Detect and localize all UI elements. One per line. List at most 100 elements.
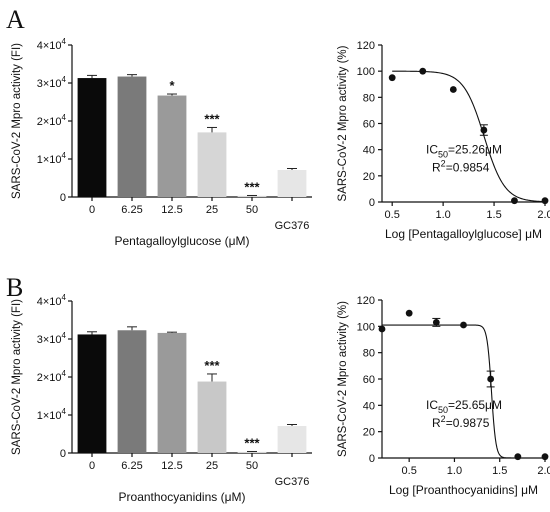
ic50-annotation: IC50=25.65μM — [426, 398, 502, 415]
y-tick-label: 20 — [363, 171, 375, 183]
ic50-label: IC — [426, 142, 438, 156]
y-tick-base: 0 — [60, 192, 66, 204]
bar — [277, 426, 307, 453]
significance-label: *** — [244, 435, 260, 450]
significance-label: *** — [204, 111, 220, 126]
bar — [117, 330, 147, 453]
panel-letter-b: B — [6, 273, 23, 302]
y-tick-exponent: 4 — [62, 369, 67, 378]
y-tick-base: 3×10 — [37, 78, 62, 90]
y-tick-exponent: 4 — [62, 407, 67, 416]
bar — [237, 195, 267, 197]
y-tick-label: 2×104 — [37, 369, 67, 384]
ic50-annotation: IC50=25.26μM — [426, 142, 502, 159]
bar — [237, 451, 267, 453]
bar — [197, 381, 227, 453]
significance-label: *** — [204, 358, 220, 373]
y-tick-label: 80 — [363, 348, 375, 360]
y-axis-title: SARS-CoV-2 Mpro activity (%) — [337, 301, 349, 457]
bar — [277, 170, 307, 197]
y-tick-label: 1×104 — [37, 407, 67, 422]
y-tick-label: 3×104 — [37, 331, 67, 346]
x-tick-label: GC376 — [275, 220, 310, 232]
y-tick-exponent: 4 — [62, 37, 67, 46]
y-tick-label: 20 — [363, 427, 375, 439]
x-tick-label: 0.5 — [385, 209, 400, 221]
data-point — [460, 321, 467, 329]
x-axis-title: Proanthocyanidins (μM) — [119, 490, 246, 504]
data-point — [432, 318, 440, 326]
y-tick-label: 0 — [60, 448, 66, 460]
x-tick-label: 0 — [89, 460, 95, 472]
y-tick-exponent: 4 — [62, 151, 67, 160]
y-tick-label: 40 — [363, 145, 375, 157]
x-tick-label: 6.25 — [121, 460, 142, 472]
panel-letter-a: A — [6, 5, 25, 34]
y-tick-exponent: 4 — [62, 293, 67, 302]
bar — [117, 76, 147, 197]
y-tick-base: 3×10 — [37, 334, 62, 346]
ic50-value: =25.26μM — [448, 142, 502, 156]
x-tick-label: 50 — [246, 204, 258, 216]
y-tick-label: 0 — [60, 192, 66, 204]
y-tick-base: 1×10 — [37, 154, 62, 166]
data-point — [541, 453, 549, 461]
r2-value: =0.9854 — [446, 160, 490, 174]
data-point — [514, 453, 522, 461]
bar — [157, 332, 187, 453]
y-tick-base: 4×10 — [37, 40, 62, 52]
r2-label: R — [432, 416, 441, 430]
fit-curve — [392, 70, 546, 203]
y-tick-exponent: 4 — [62, 113, 67, 122]
y-tick-label: 0 — [369, 197, 375, 209]
ic50-subscript: 50 — [438, 405, 448, 415]
y-tick-label: 120 — [357, 40, 375, 52]
y-tick-label: 4×104 — [37, 37, 67, 52]
data-point — [405, 309, 413, 317]
x-axis-title: Pentagalloylglucose (μM) — [115, 234, 250, 248]
x-tick-label: 1.0 — [435, 209, 450, 221]
bar — [77, 78, 107, 197]
y-tick-label: 100 — [357, 321, 375, 333]
y-tick-label: 2×104 — [37, 113, 67, 128]
fit-curve — [382, 324, 545, 459]
ic50-subscript: 50 — [438, 149, 448, 159]
data-point — [487, 375, 495, 383]
r2-label: R — [432, 160, 441, 174]
bar — [77, 334, 107, 453]
x-tick-label: 12.5 — [161, 204, 182, 216]
y-axis-title: SARS-CoV-2 Mpro activity (FI) — [11, 299, 23, 455]
x-tick-label: 50 — [246, 460, 258, 472]
data-point — [541, 197, 549, 205]
x-tick-label: 2.0 — [537, 465, 550, 477]
y-tick-base: 4×10 — [37, 296, 62, 308]
y-tick-exponent: 4 — [62, 331, 67, 340]
x-tick-label: 0.5 — [402, 465, 417, 477]
data-point — [511, 197, 518, 205]
r2-value: =0.9875 — [446, 416, 490, 430]
x-tick-label: 2.0 — [537, 209, 550, 221]
x-axis-title: Log [Proanthocyanidins] μM — [389, 483, 538, 497]
y-tick-label: 40 — [363, 400, 375, 412]
y-tick-base: 0 — [60, 448, 66, 460]
y-tick-label: 3×104 — [37, 75, 67, 90]
x-axis-title: Log [Pentagalloylglucose] μM — [385, 227, 542, 241]
x-tick-label: 1.0 — [447, 465, 462, 477]
significance-label: * — [169, 78, 175, 93]
x-tick-label: 25 — [206, 204, 218, 216]
bar — [157, 95, 187, 197]
significance-label: *** — [244, 179, 260, 194]
x-tick-label: GC376 — [275, 476, 310, 488]
data-point — [449, 86, 457, 93]
r2-annotation: R2=0.9875 — [432, 414, 490, 430]
data-point — [388, 74, 396, 82]
y-tick-label: 0 — [369, 453, 375, 465]
data-point — [480, 126, 488, 134]
y-tick-base: 2×10 — [37, 116, 62, 128]
x-tick-label: 1.5 — [486, 209, 501, 221]
